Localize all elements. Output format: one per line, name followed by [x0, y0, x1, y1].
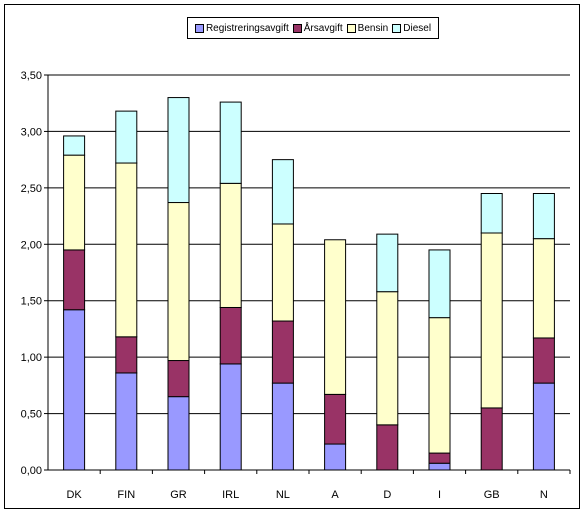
x-tick-label-GR: GR — [170, 489, 187, 501]
legend-label: Registreringsavgift — [205, 22, 289, 34]
x-tick-label-D: D — [383, 489, 391, 501]
x-tick-label-N: N — [540, 489, 548, 501]
y-tick-label: 1,00 — [21, 352, 42, 364]
bar-segment-NL-2 — [271, 223, 294, 322]
bar-segment-I-0 — [428, 462, 451, 471]
bar-segment-NL-1 — [271, 320, 294, 384]
bar-segment-I-2 — [428, 317, 451, 454]
bar-segment-D-1 — [376, 424, 399, 471]
bar-segment-DK-2 — [63, 154, 86, 251]
bar-segment-IRL-1 — [219, 306, 242, 365]
bar-segment-IRL-0 — [219, 363, 242, 471]
y-tick-label: 3,50 — [21, 70, 42, 82]
x-tick-label-A: A — [331, 489, 339, 501]
bar-segment-N-3 — [532, 193, 555, 240]
bar-segment-DK-1 — [63, 249, 86, 311]
legend-label: Bensin — [357, 22, 389, 34]
bar-segment-N-1 — [532, 337, 555, 384]
x-tick-label-DK: DK — [66, 489, 82, 501]
legend: Registreringsavgift Årsavgift Bensin Diesel — [187, 17, 439, 39]
bar-segment-GB-2 — [480, 232, 503, 409]
legend-item: Registreringsavgift — [194, 22, 289, 34]
bar-segment-NL-3 — [271, 159, 294, 225]
y-tick-label: 3,00 — [21, 126, 42, 138]
bar-segment-I-3 — [428, 249, 451, 319]
y-tick-label: 0,50 — [21, 409, 42, 421]
bar-segment-GR-3 — [167, 97, 190, 204]
bar-segment-GB-1 — [480, 407, 503, 471]
x-tick-label-I: I — [438, 489, 441, 501]
x-tick-label-IRL: IRL — [222, 489, 239, 501]
y-tick-label: 0,00 — [21, 465, 42, 477]
bar-segment-A-2 — [324, 239, 347, 395]
bar-segment-IRL-2 — [219, 182, 242, 308]
bar-segment-GR-2 — [167, 202, 190, 362]
legend-swatch — [346, 23, 356, 33]
legend-label: Diesel — [403, 22, 432, 34]
bar-segment-A-1 — [324, 393, 347, 445]
bar-segment-FIN-2 — [115, 162, 138, 338]
x-tick-label-GB: GB — [484, 489, 500, 501]
bar-segment-FIN-0 — [115, 372, 138, 471]
bar-segment-N-0 — [532, 382, 555, 471]
bar-segment-N-2 — [532, 238, 555, 339]
legend-swatch — [292, 23, 302, 33]
bar-segment-D-3 — [376, 233, 399, 293]
y-tick-label: 2,00 — [21, 239, 42, 251]
y-tick-label: 2,50 — [21, 183, 42, 195]
y-tick-label: 1,50 — [21, 296, 42, 308]
legend-swatch — [194, 23, 204, 33]
legend-item: Bensin — [346, 22, 389, 34]
bar-segment-GB-3 — [480, 193, 503, 234]
bar-segment-DK-0 — [63, 309, 86, 471]
x-tick-label-FIN: FIN — [117, 489, 135, 501]
legend-item: Årsavgift — [292, 22, 343, 34]
bar-segment-NL-0 — [271, 382, 294, 471]
legend-item: Diesel — [392, 23, 431, 34]
x-tick-label-NL: NL — [276, 489, 290, 501]
bar-segment-I-1 — [428, 452, 451, 464]
legend-label: Årsavgift — [303, 22, 343, 34]
bar-segment-FIN-3 — [115, 110, 138, 164]
legend-swatch — [392, 23, 402, 33]
bar-segment-IRL-3 — [219, 101, 242, 184]
bar-segment-DK-3 — [63, 135, 86, 156]
bar-segment-A-0 — [324, 443, 347, 471]
bar-segment-GR-0 — [167, 396, 190, 471]
bar-segment-GR-1 — [167, 360, 190, 398]
bar-segment-FIN-1 — [115, 336, 138, 374]
bar-segment-D-2 — [376, 291, 399, 426]
